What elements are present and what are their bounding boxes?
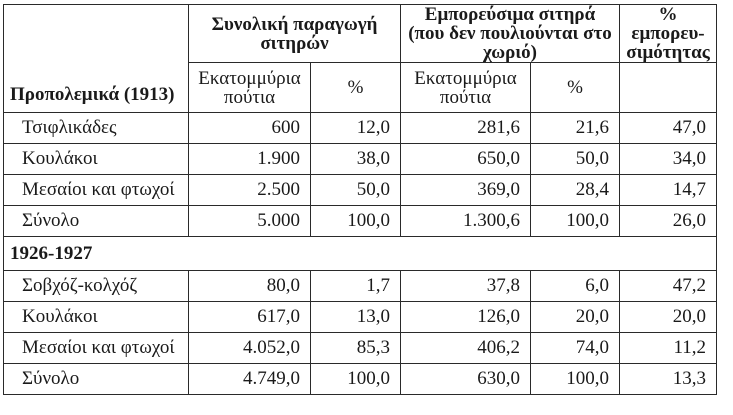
marketability-header: % εμπορευ- σιμότητας: [619, 4, 717, 63]
marketable-grain-header: Εμπορεύσιμα σιτηρά (που δεν πουλιούνται …: [400, 4, 620, 63]
header-row-1: Προπολεμικά (1913) Συνολική παραγωγή σιτ…: [3, 4, 717, 113]
row-label: Μεσαίοι και φτωχοί: [3, 174, 189, 206]
market-cell: 406,2: [400, 332, 531, 364]
total-pct-cell: 85,3: [310, 332, 401, 364]
table-row: Κουλάκοι 1.900 38,0 650,0 50,0 34,0: [3, 143, 717, 175]
million-poods-header-2: Εκατομμύρια πούτια: [400, 62, 531, 113]
marketability-cell: 14,7: [619, 174, 717, 206]
market-cell: 1.300,6: [400, 205, 531, 237]
market-pct-cell: 100,0: [530, 205, 620, 237]
market-pct-cell: 20,0: [530, 301, 620, 333]
total-cell: 617,0: [188, 301, 311, 333]
grain-table: Προπολεμικά (1913) Συνολική παραγωγή σιτ…: [3, 4, 717, 395]
period-1926-heading: 1926-1927: [3, 236, 717, 271]
section-row: 1926-1927: [3, 236, 717, 271]
total-pct-cell: 13,0: [310, 301, 401, 333]
total-cell: 600: [188, 112, 311, 144]
pct-header-2: %: [530, 62, 620, 113]
table-row: Σοβχόζ-κολχόζ 80,0 1,7 37,8 6,0 47,2: [3, 270, 717, 302]
row-label: Σοβχόζ-κολχόζ: [3, 270, 189, 302]
market-pct-cell: 50,0: [530, 143, 620, 175]
table-row: Μεσαίοι και φτωχοί 4.052,0 85,3 406,2 74…: [3, 332, 717, 364]
row-label: Τσιφλικάδες: [3, 112, 189, 144]
total-pct-cell: 100,0: [310, 363, 401, 395]
table-row: Σύνολο 4.749,0 100,0 630,0 100,0 13,3: [3, 363, 717, 395]
total-pct-cell: 38,0: [310, 143, 401, 175]
marketability-cell: 13,3: [619, 363, 717, 395]
marketability-cell: 20,0: [619, 301, 717, 333]
period-1913-heading: Προπολεμικά (1913): [3, 4, 189, 113]
table-row: Μεσαίοι και φτωχοί 2.500 50,0 369,0 28,4…: [3, 174, 717, 206]
marketability-cell: 34,0: [619, 143, 717, 175]
total-cell: 4.749,0: [188, 363, 311, 395]
table-row: Σύνολο 5.000 100,0 1.300,6 100,0 26,0: [3, 205, 717, 237]
marketability-cell: 47,2: [619, 270, 717, 302]
market-cell: 369,0: [400, 174, 531, 206]
pct-header: %: [310, 62, 401, 113]
row-label: Κουλάκοι: [3, 143, 189, 175]
market-pct-cell: 100,0: [530, 363, 620, 395]
market-pct-cell: 74,0: [530, 332, 620, 364]
market-cell: 630,0: [400, 363, 531, 395]
market-pct-cell: 28,4: [530, 174, 620, 206]
row-label: Σύνολο: [3, 363, 189, 395]
total-pct-cell: 12,0: [310, 112, 401, 144]
row-label: Σύνολο: [3, 205, 189, 237]
table-row: Τσιφλικάδες 600 12,0 281,6 21,6 47,0: [3, 112, 717, 144]
market-cell: 281,6: [400, 112, 531, 144]
header-row-2: Εκατομμύρια πούτια % Εκατομμύρια πούτια …: [4, 62, 717, 113]
market-cell: 650,0: [400, 143, 531, 175]
marketability-cell: 47,0: [619, 112, 717, 144]
row-label: Μεσαίοι και φτωχοί: [3, 332, 189, 364]
total-pct-cell: 100,0: [310, 205, 401, 237]
row-label: Κουλάκοι: [3, 301, 189, 333]
empty-header-cell: [619, 62, 717, 113]
total-production-header: Συνολική παραγωγή σιτηρών: [188, 4, 401, 63]
market-pct-cell: 21,6: [530, 112, 620, 144]
total-cell: 2.500: [188, 174, 311, 206]
total-cell: 80,0: [188, 270, 311, 302]
million-poods-header: Εκατομμύρια πούτια: [188, 62, 311, 113]
marketability-cell: 11,2: [619, 332, 717, 364]
market-pct-cell: 6,0: [530, 270, 620, 302]
total-pct-cell: 50,0: [310, 174, 401, 206]
total-cell: 5.000: [188, 205, 311, 237]
total-cell: 1.900: [188, 143, 311, 175]
total-pct-cell: 1,7: [310, 270, 401, 302]
marketability-cell: 26,0: [619, 205, 717, 237]
table-row: Κουλάκοι 617,0 13,0 126,0 20,0 20,0: [3, 301, 717, 333]
total-cell: 4.052,0: [188, 332, 311, 364]
market-cell: 126,0: [400, 301, 531, 333]
market-cell: 37,8: [400, 270, 531, 302]
